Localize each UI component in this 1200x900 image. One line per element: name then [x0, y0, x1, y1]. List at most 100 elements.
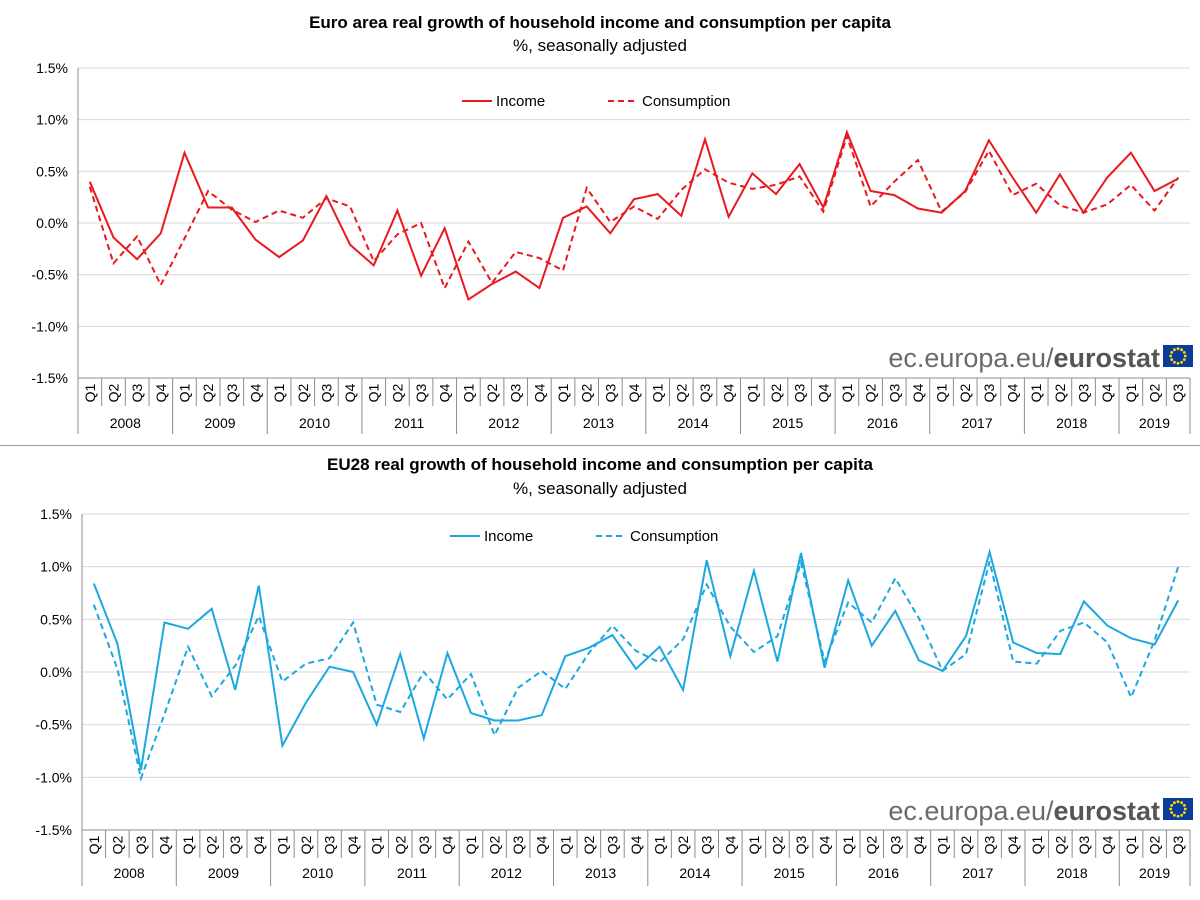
quarter-label: Q4: [910, 383, 926, 402]
eu-flag-icon: [1163, 345, 1193, 367]
quarter-label: Q4: [247, 383, 263, 402]
quarter-label: Q2: [389, 383, 405, 402]
quarter-label: Q1: [86, 835, 102, 854]
year-label: 2017: [961, 415, 992, 431]
chart-title: Euro area real growth of household incom…: [309, 13, 891, 32]
branding-url: ec.europa.eu/: [888, 343, 1054, 373]
eu-flag-star: [1173, 813, 1176, 817]
quarter-label: Q1: [746, 835, 762, 854]
quarter-label: Q2: [1147, 383, 1163, 402]
quarter-label: Q2: [958, 835, 974, 854]
chart-panel-eu28: EU28 real growth of household income and…: [0, 446, 1200, 900]
eurostat-branding: ec.europa.eu/eurostat: [888, 796, 1160, 826]
y-tick-label: 1.5%: [40, 506, 72, 522]
quarter-label: Q4: [439, 835, 455, 854]
quarter-label: Q1: [744, 383, 760, 402]
year-label: 2014: [679, 865, 710, 881]
quarter-label: Q3: [887, 835, 903, 854]
eu-flag-star: [1173, 348, 1176, 352]
year-label: 2011: [394, 415, 424, 431]
quarter-label: Q3: [886, 383, 902, 402]
quarter-label: Q2: [581, 835, 597, 854]
quarter-label: Q3: [793, 835, 809, 854]
y-tick-label: 0.5%: [40, 611, 72, 627]
chart-eu28: EU28 real growth of household income and…: [35, 455, 1193, 886]
y-tick-label: 0.0%: [40, 664, 72, 680]
eu-flag-icon: [1163, 798, 1193, 820]
year-label: 2013: [583, 415, 614, 431]
eu-flag-star: [1180, 813, 1183, 817]
quarter-label: Q2: [295, 383, 311, 402]
eu-flag-star: [1180, 348, 1183, 352]
year-label: 2016: [867, 415, 898, 431]
eu-flag-star: [1169, 807, 1173, 811]
year-label: 2015: [772, 415, 803, 431]
quarter-label: Q4: [1099, 383, 1115, 402]
quarter-label: Q1: [840, 835, 856, 854]
quarter-label: Q4: [1099, 835, 1115, 854]
quarter-label: Q1: [82, 383, 98, 402]
quarter-label: Q2: [864, 835, 880, 854]
quarter-label: Q1: [271, 383, 287, 402]
quarter-label: Q3: [697, 383, 713, 402]
quarter-label: Q4: [817, 835, 833, 854]
quarter-label: Q3: [792, 383, 808, 402]
eu-flag-star: [1176, 347, 1180, 351]
eu-flag-star: [1182, 351, 1186, 354]
eu-flag-star: [1182, 358, 1186, 361]
quarter-label: Q3: [604, 835, 620, 854]
quarter-label: Q1: [934, 835, 950, 854]
quarter-label: Q1: [1028, 383, 1044, 402]
quarter-label: Q4: [342, 383, 358, 402]
quarter-label: Q3: [1076, 835, 1092, 854]
quarter-label: Q3: [699, 835, 715, 854]
quarter-label: Q2: [392, 835, 408, 854]
year-label: 2015: [774, 865, 805, 881]
chart-euro-area: Euro area real growth of household incom…: [31, 13, 1193, 434]
year-label: 2017: [962, 865, 993, 881]
quarter-label: Q2: [200, 383, 216, 402]
branding-name: eurostat: [1053, 343, 1160, 373]
y-tick-label: -0.5%: [35, 717, 72, 733]
quarter-label: Q3: [602, 383, 618, 402]
quarter-label: Q1: [557, 835, 573, 854]
quarter-label: Q3: [322, 835, 338, 854]
legend-label-consumption: Consumption: [642, 93, 730, 110]
quarter-label: Q4: [626, 383, 642, 402]
eu-flag-star: [1176, 361, 1180, 365]
y-tick-label: 1.0%: [40, 559, 72, 575]
eu-flag-star: [1170, 358, 1174, 361]
chart-subtitle: %, seasonally adjusted: [513, 36, 687, 55]
year-label: 2014: [678, 415, 709, 431]
eu-flag-star: [1170, 351, 1174, 354]
quarter-label: Q1: [180, 835, 196, 854]
year-label: 2012: [491, 865, 522, 881]
quarter-label: Q4: [721, 383, 737, 402]
eu-flag-star: [1180, 360, 1183, 364]
eu-flag-star: [1182, 811, 1186, 814]
quarter-label: Q3: [318, 383, 334, 402]
quarter-label: Q3: [981, 383, 997, 402]
quarter-label: Q4: [157, 835, 173, 854]
quarter-label: Q3: [508, 383, 524, 402]
quarter-label: Q3: [416, 835, 432, 854]
eu-flag-star: [1170, 811, 1174, 814]
year-label: 2013: [585, 865, 616, 881]
eu-flag-background: [1163, 345, 1193, 367]
quarter-label: Q3: [129, 383, 145, 402]
y-tick-label: -1.5%: [31, 370, 68, 386]
y-tick-label: 1.5%: [36, 60, 68, 76]
quarter-label: Q3: [1170, 383, 1186, 402]
quarter-label: Q2: [957, 383, 973, 402]
year-label: 2009: [208, 865, 239, 881]
quarter-label: Q1: [555, 383, 571, 402]
year-label: 2008: [110, 415, 141, 431]
year-label: 2010: [299, 415, 330, 431]
quarter-label: Q2: [768, 383, 784, 402]
quarter-label: Q1: [934, 383, 950, 402]
quarter-label: Q2: [1052, 835, 1068, 854]
quarter-label: Q4: [1005, 383, 1021, 402]
year-label: 2019: [1139, 865, 1170, 881]
legend-label-income: Income: [496, 93, 545, 110]
quarter-label: Q1: [366, 383, 382, 402]
